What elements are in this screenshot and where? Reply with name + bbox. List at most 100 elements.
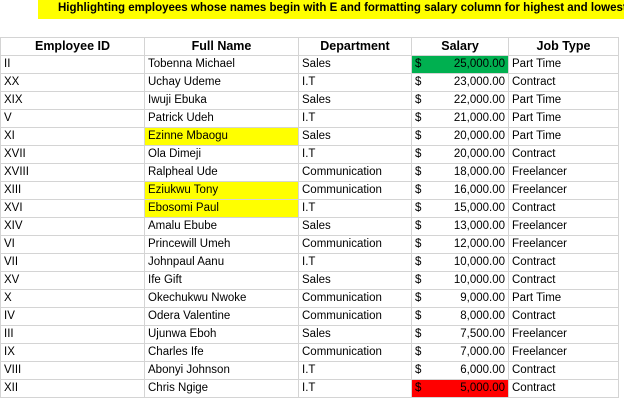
department-cell[interactable]: I.T [298,379,412,398]
job-type-cell[interactable]: Freelancer [508,343,619,362]
department-cell[interactable]: Sales [298,271,412,290]
full-name-cell[interactable]: Okechukwu Nwoke [144,289,299,308]
employee-id-cell[interactable]: XIV [0,217,145,236]
header-salary[interactable]: Salary [411,37,509,56]
full-name-cell[interactable]: Uchay Udeme [144,73,299,92]
header-full-name[interactable]: Full Name [144,37,299,56]
header-employee-id[interactable]: Employee ID [0,37,145,56]
employee-id-cell[interactable]: IV [0,307,145,326]
job-type-cell[interactable]: Freelancer [508,163,619,182]
department-cell[interactable]: I.T [298,109,412,128]
full-name-cell[interactable]: Ujunwa Eboh [144,325,299,344]
department-cell[interactable]: I.T [298,199,412,218]
department-cell[interactable]: Sales [298,127,412,146]
employee-id-cell[interactable]: II [0,55,145,74]
department-cell[interactable]: Communication [298,307,412,326]
employee-id-cell[interactable]: VII [0,253,145,272]
salary-cell[interactable]: $23,000.00 [411,73,509,92]
department-cell[interactable]: I.T [298,73,412,92]
department-cell[interactable]: Communication [298,235,412,254]
full-name-cell[interactable]: Amalu Ebube [144,217,299,236]
employee-id-cell[interactable]: IX [0,343,145,362]
employee-id-cell[interactable]: XIX [0,91,145,110]
department-cell[interactable]: Sales [298,217,412,236]
full-name-cell[interactable]: Chris Ngige [144,379,299,398]
salary-cell[interactable]: $10,000.00 [411,253,509,272]
employee-id-cell[interactable]: XII [0,379,145,398]
employee-id-cell[interactable]: XIII [0,181,145,200]
job-type-cell[interactable]: Contract [508,73,619,92]
department-cell[interactable]: Communication [298,181,412,200]
full-name-cell[interactable]: Johnpaul Aanu [144,253,299,272]
full-name-cell[interactable]: Princewill Umeh [144,235,299,254]
employee-id-cell[interactable]: XI [0,127,145,146]
job-type-cell[interactable]: Contract [508,271,619,290]
header-department[interactable]: Department [298,37,412,56]
salary-cell[interactable]: $12,000.00 [411,235,509,254]
full-name-cell[interactable]: Patrick Udeh [144,109,299,128]
department-cell[interactable]: Communication [298,289,412,308]
job-type-cell[interactable]: Contract [508,199,619,218]
job-type-cell[interactable]: Part Time [508,55,619,74]
employee-id-cell[interactable]: XVI [0,199,145,218]
full-name-cell[interactable]: Ralpheal Ude [144,163,299,182]
job-type-cell[interactable]: Part Time [508,289,619,308]
full-name-cell[interactable]: Abonyi Johnson [144,361,299,380]
employee-id-cell[interactable]: III [0,325,145,344]
job-type-cell[interactable]: Freelancer [508,325,619,344]
job-type-cell[interactable]: Freelancer [508,235,619,254]
salary-cell[interactable]: $21,000.00 [411,109,509,128]
salary-cell[interactable]: $20,000.00 [411,145,509,164]
department-cell[interactable]: Sales [298,55,412,74]
job-type-cell[interactable]: Contract [508,253,619,272]
full-name-cell[interactable]: Charles Ife [144,343,299,362]
salary-cell[interactable]: $22,000.00 [411,91,509,110]
salary-cell[interactable]: $9,000.00 [411,289,509,308]
salary-cell[interactable]: $7,000.00 [411,343,509,362]
salary-cell[interactable]: $6,000.00 [411,361,509,380]
full-name-cell[interactable]: Ola Dimeji [144,145,299,164]
department-cell[interactable]: Sales [298,91,412,110]
employee-id-cell[interactable]: XVIII [0,163,145,182]
job-type-cell[interactable]: Part Time [508,91,619,110]
job-type-cell[interactable]: Contract [508,361,619,380]
salary-cell[interactable]: $15,000.00 [411,199,509,218]
employee-id-cell[interactable]: XV [0,271,145,290]
job-type-cell[interactable]: Part Time [508,109,619,128]
header-job-type[interactable]: Job Type [508,37,619,56]
salary-cell[interactable]: $25,000.00 [411,55,509,74]
salary-cell[interactable]: $16,000.00 [411,181,509,200]
job-type-cell[interactable]: Part Time [508,127,619,146]
salary-cell[interactable]: $8,000.00 [411,307,509,326]
job-type-cell[interactable]: Contract [508,307,619,326]
employee-id-cell[interactable]: XVII [0,145,145,164]
salary-cell[interactable]: $10,000.00 [411,271,509,290]
full-name-cell[interactable]: Ebosomi Paul [144,199,299,218]
salary-cell[interactable]: $7,500.00 [411,325,509,344]
employee-id-cell[interactable]: X [0,289,145,308]
employee-id-cell[interactable]: XX [0,73,145,92]
department-cell[interactable]: Communication [298,343,412,362]
department-cell[interactable]: I.T [298,145,412,164]
employee-id-cell[interactable]: V [0,109,145,128]
employee-id-cell[interactable]: VIII [0,361,145,380]
full-name-cell[interactable]: Odera Valentine [144,307,299,326]
full-name-cell[interactable]: Iwuji Ebuka [144,91,299,110]
full-name-cell[interactable]: Ezinne Mbaogu [144,127,299,146]
job-type-cell[interactable]: Freelancer [508,181,619,200]
department-cell[interactable]: Communication [298,163,412,182]
salary-cell[interactable]: $18,000.00 [411,163,509,182]
title-banner[interactable]: Highlighting employees whose names begin… [0,0,624,19]
full-name-cell[interactable]: Eziukwu Tony [144,181,299,200]
full-name-cell[interactable]: Ife Gift [144,271,299,290]
job-type-cell[interactable]: Freelancer [508,217,619,236]
job-type-cell[interactable]: Contract [508,145,619,164]
employee-id-cell[interactable]: VI [0,235,145,254]
department-cell[interactable]: I.T [298,361,412,380]
salary-cell[interactable]: $13,000.00 [411,217,509,236]
full-name-cell[interactable]: Tobenna Michael [144,55,299,74]
job-type-cell[interactable]: Contract [508,379,619,398]
salary-cell[interactable]: $20,000.00 [411,127,509,146]
department-cell[interactable]: I.T [298,253,412,272]
department-cell[interactable]: Sales [298,325,412,344]
